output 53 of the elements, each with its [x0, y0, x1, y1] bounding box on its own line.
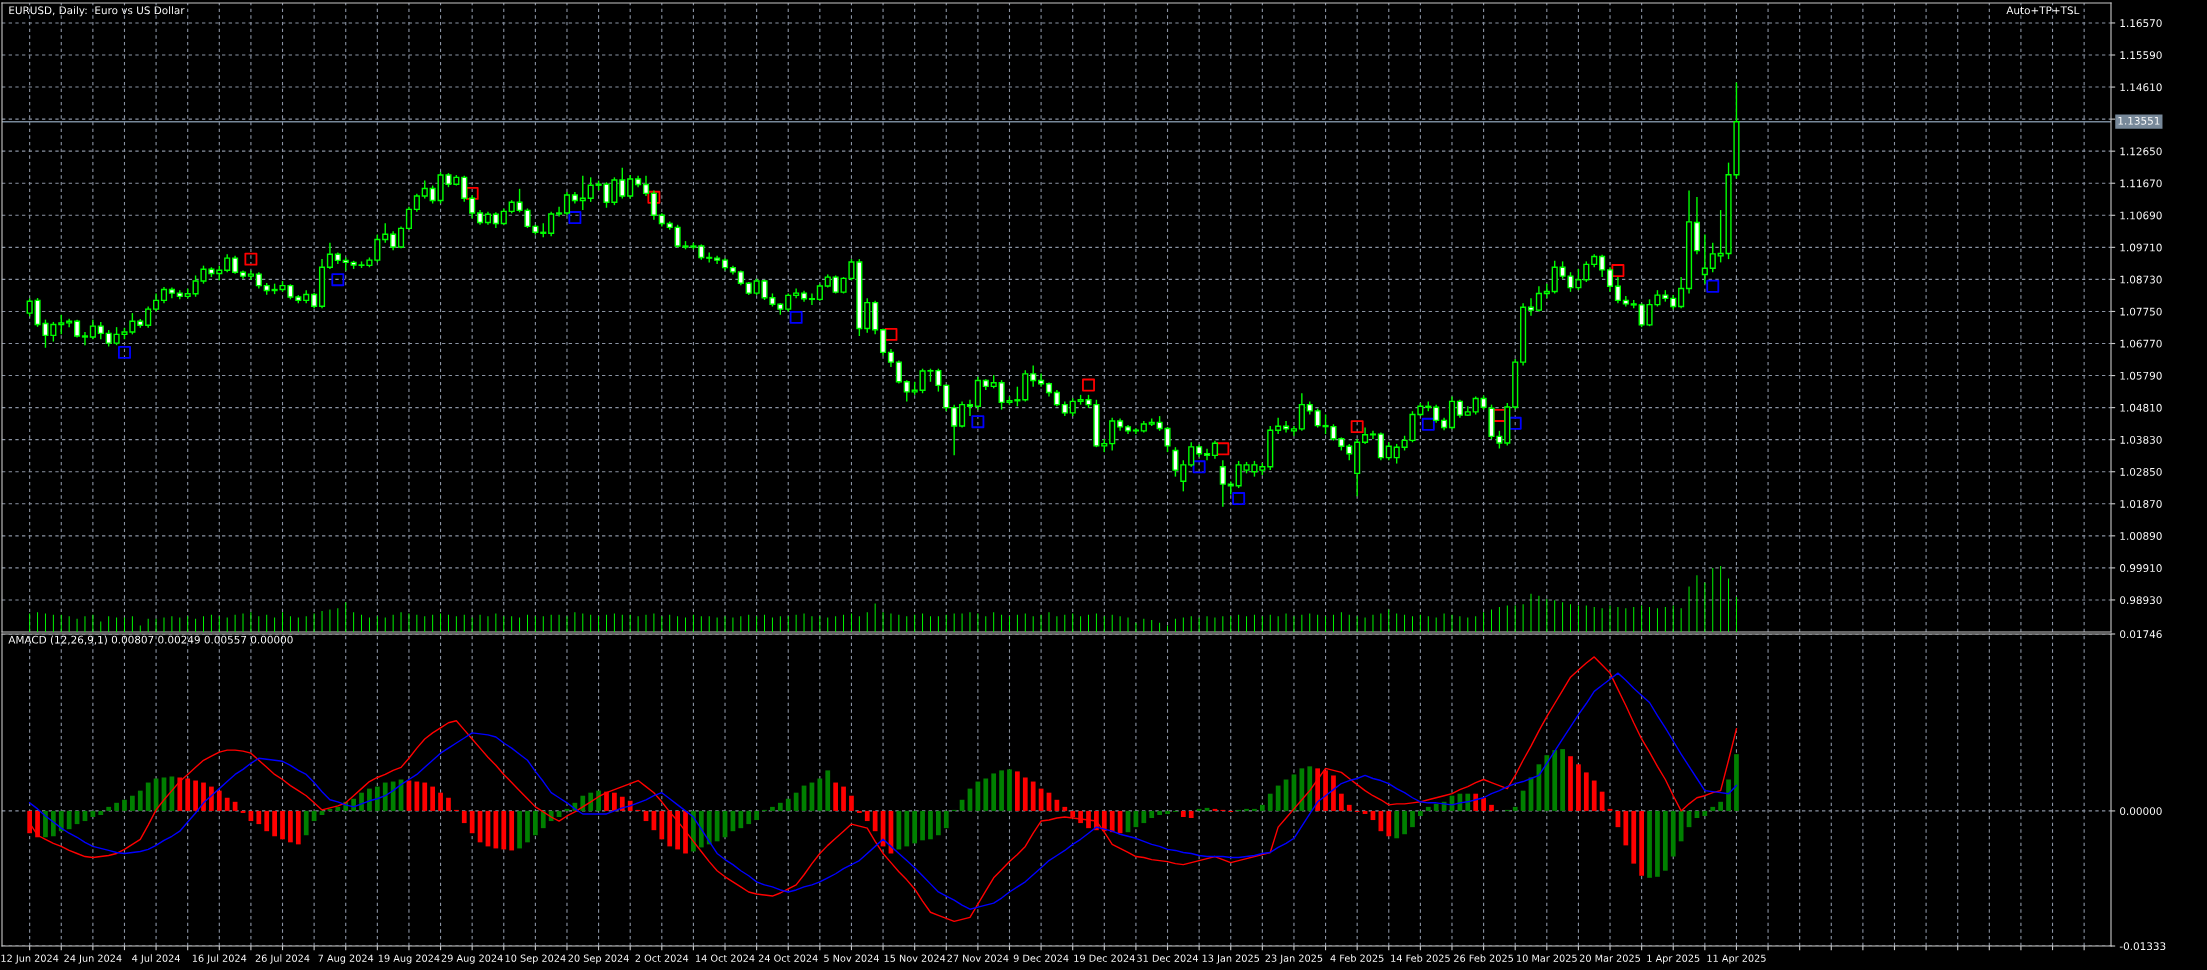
y-tick-label: 0.99910	[2120, 564, 2162, 572]
x-tick-label: 13 Jan 2025	[1202, 954, 1260, 964]
x-tick-label: 4 Feb 2025	[1330, 954, 1384, 962]
x-tick-label: 24 Jun 2024	[64, 954, 122, 964]
x-tick-label: 4 Jul 2024	[132, 954, 180, 964]
chart-title: AMACD (12,26,9,1) 0.00807 0.00249 0.00557 0.00000	[8, 635, 293, 645]
x-tick-label: 7 Aug 2024	[318, 954, 374, 964]
x-tick-label: 20 Mar 2025	[1579, 954, 1640, 962]
x-tick-label: 1 Apr 2025	[1647, 954, 1700, 964]
y-tick-label: 1.12650	[2120, 147, 2162, 156]
y-tick-label: 1.15590	[2120, 51, 2162, 60]
x-tick-label: 12 Jun 2024	[1, 954, 59, 964]
x-tick-label: 23 Jan 2025	[1265, 954, 1323, 964]
y-tick-label: 1.05790	[2120, 371, 2162, 380]
x-tick-label: 11 Apr 2025	[1707, 954, 1766, 964]
x-tick-label: 10 Sep 2024	[505, 954, 566, 964]
y-tick-label: 1.16570	[2120, 19, 2162, 28]
x-tick-label: 19 Dec 2024	[1074, 954, 1135, 962]
y-tick-label: 1.01870	[2120, 500, 2162, 508]
y-tick-label: 1.09710	[2120, 243, 2162, 252]
y-tick-label: 1.08730	[2120, 275, 2162, 284]
x-tick-label: 5 Nov 2024	[824, 954, 879, 962]
y-tick-label: 0.98930	[2120, 596, 2162, 605]
x-tick-label: 16 Jul 2024	[192, 954, 247, 964]
chart-title: EURUSD, Daily: Euro vs US Dollar	[9, 6, 185, 17]
x-tick-label: 26 Feb 2025	[1454, 954, 1513, 962]
x-tick-label: 10 Mar 2025	[1517, 954, 1577, 962]
x-tick-label: 26 Jul 2024	[255, 954, 310, 964]
x-tick-label: 19 Aug 2024	[378, 954, 440, 964]
annotation: Auto+TP+TSL	[2006, 6, 2080, 15]
y-tick-label: 1.06770	[2120, 339, 2162, 348]
x-tick-label: 14 Oct 2024	[696, 954, 755, 962]
x-tick-label: 27 Nov 2024	[947, 954, 1009, 962]
ref-line-label: 1.13551	[2118, 116, 2160, 125]
y-tick-label: 0.00000	[2120, 807, 2162, 816]
y-tick-label: 1.04810	[2120, 403, 2162, 412]
y-tick-label: 1.11670	[2120, 179, 2162, 188]
x-tick-label: 15 Nov 2024	[884, 954, 946, 962]
y-tick-label: 1.10690	[2120, 211, 2162, 220]
x-tick-label: 14 Feb 2025	[1391, 954, 1450, 962]
y-tick-label: 1.02850	[2120, 467, 2162, 476]
x-tick-label: 9 Dec 2024	[1013, 954, 1069, 962]
y-tick-label: 0.01746	[2120, 630, 2162, 639]
x-tick-label: 2 Oct 2024	[635, 954, 689, 962]
x-tick-label: 24 Oct 2024	[758, 954, 818, 962]
y-tick-label: -0.01333	[2119, 942, 2166, 951]
y-tick-label: 1.00890	[2120, 532, 2162, 540]
y-tick-label: 1.03830	[2120, 435, 2162, 444]
y-tick-label: 1.14610	[2120, 83, 2162, 92]
x-tick-label: 31 Dec 2024	[1137, 954, 1199, 962]
x-tick-label: 20 Sep 2024	[568, 954, 629, 964]
x-tick-label: 29 Aug 2024	[441, 954, 503, 964]
y-tick-label: 1.07750	[2120, 307, 2162, 316]
